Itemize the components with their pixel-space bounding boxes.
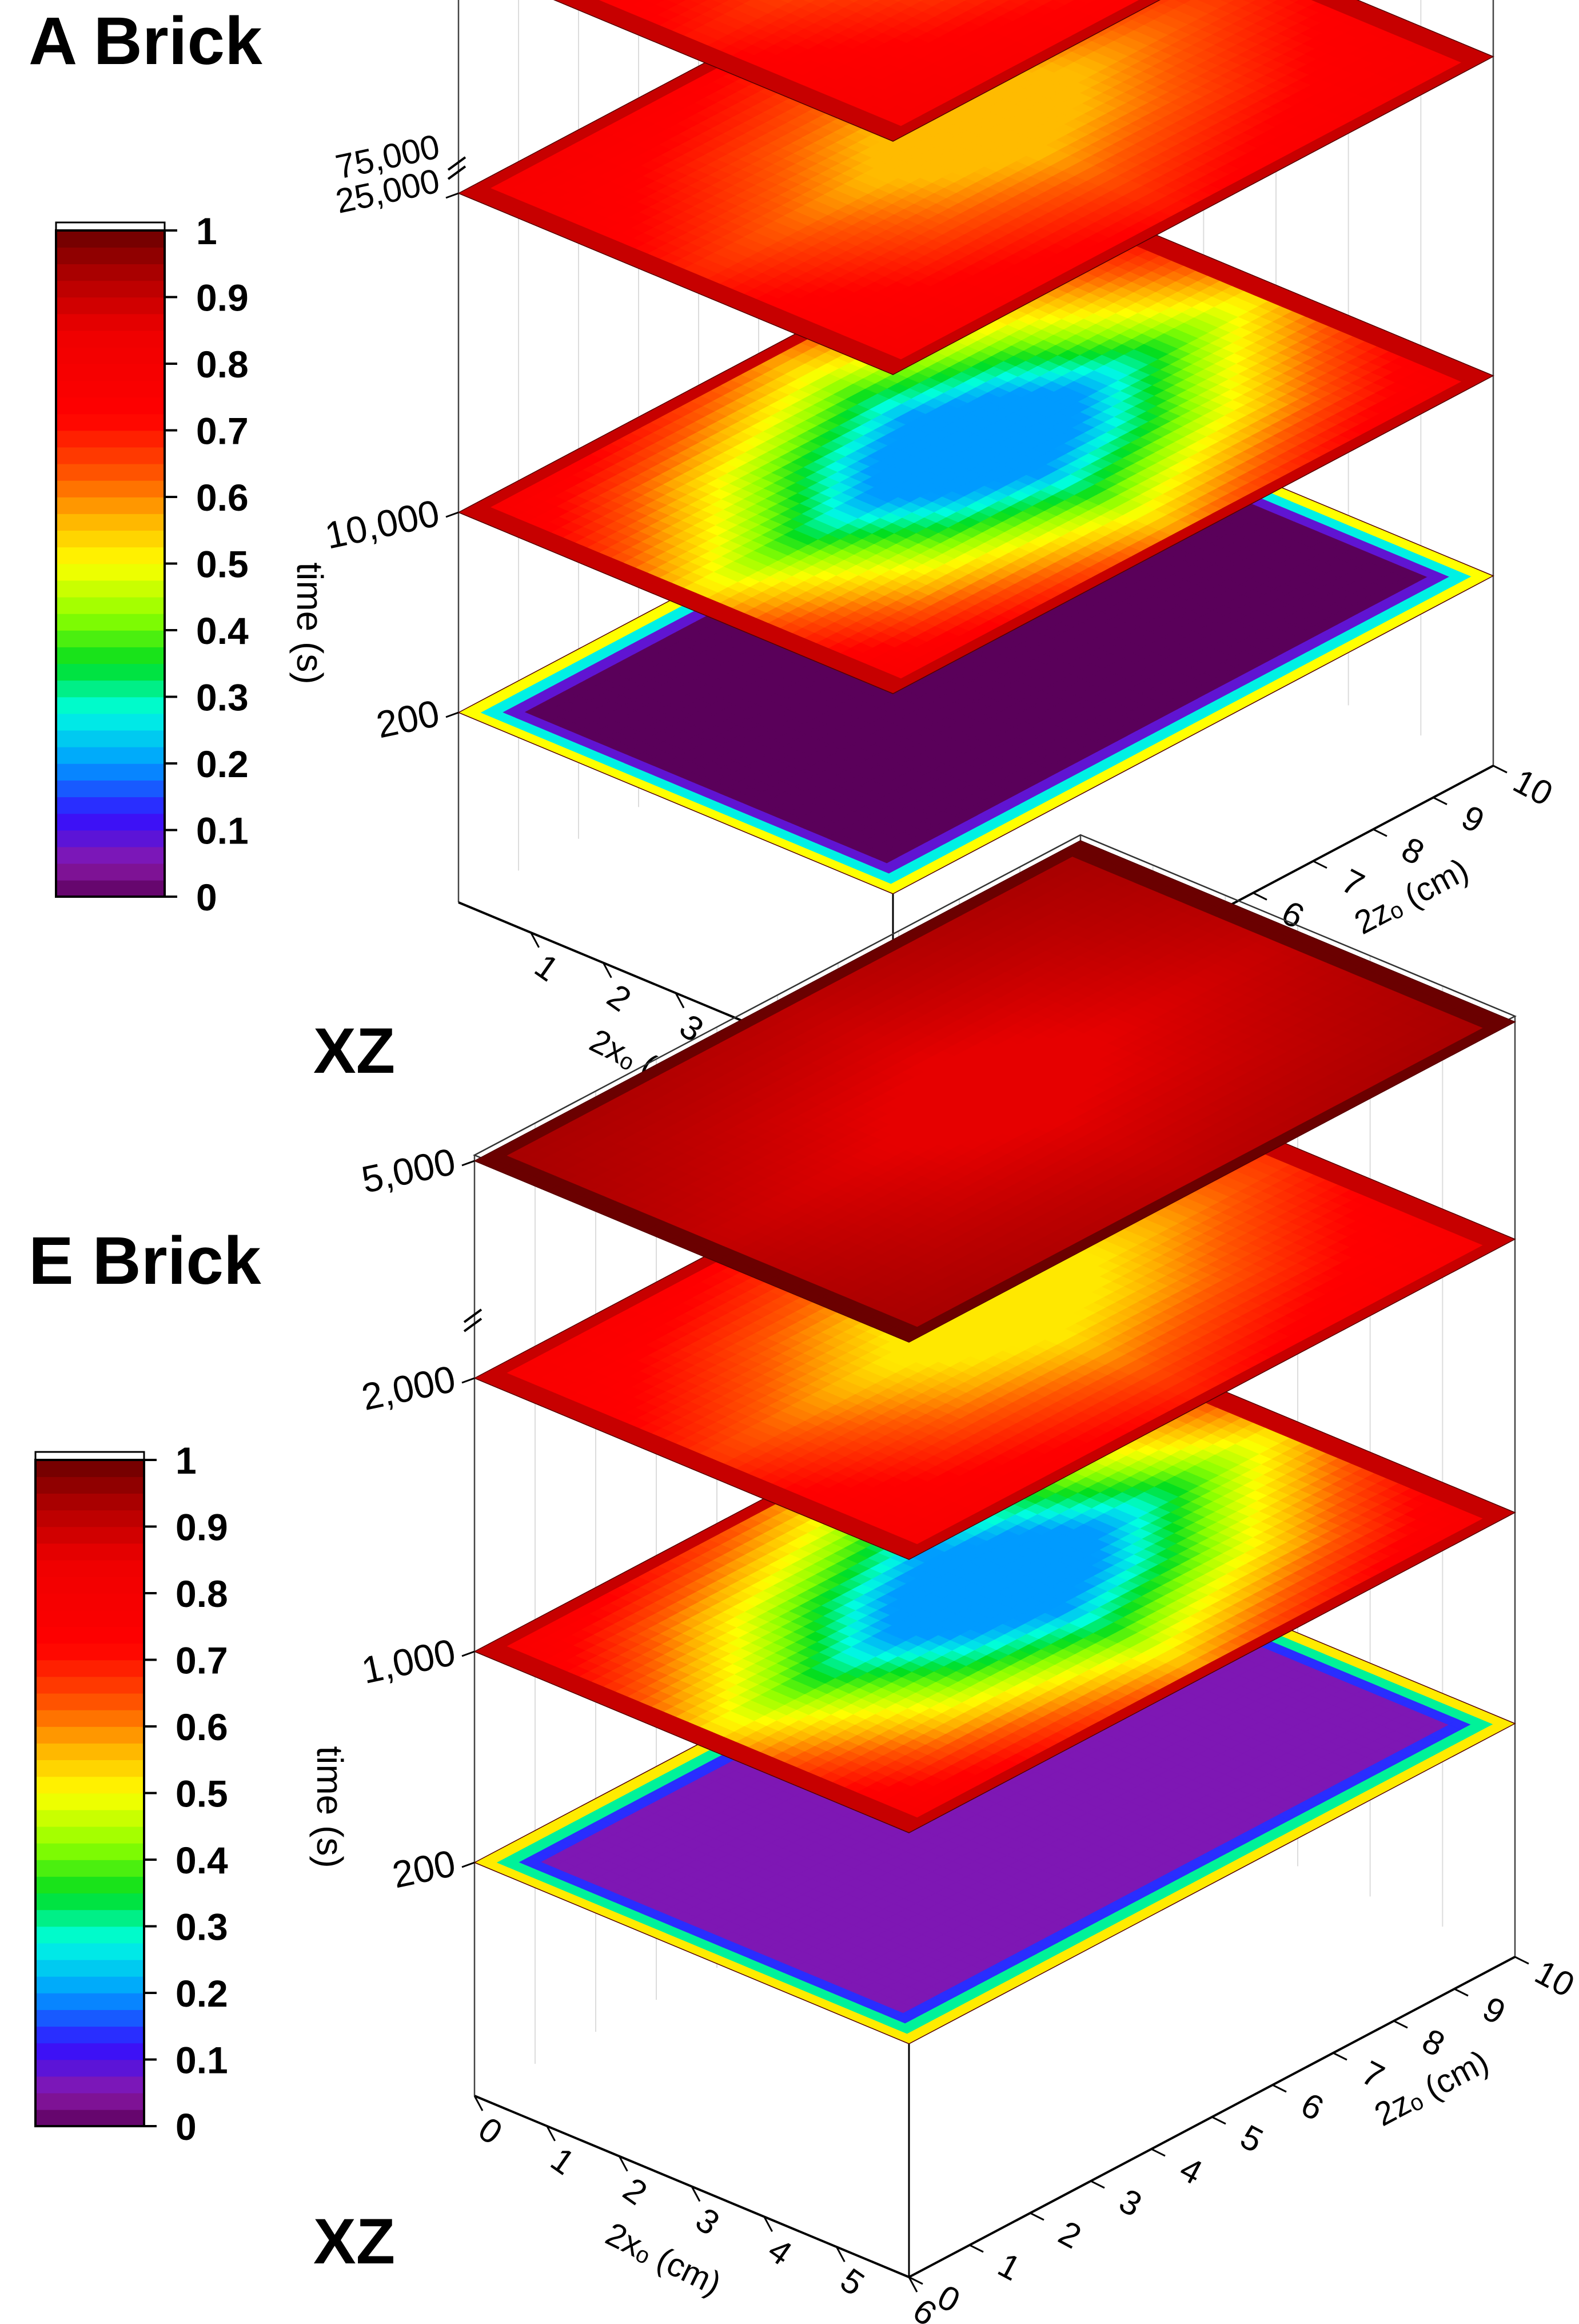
colorbar-tick-label: 0 — [196, 876, 217, 918]
colorbar-segment — [56, 447, 165, 464]
colorbar-segment — [56, 730, 165, 747]
colorbar-segment — [56, 846, 165, 864]
colorbar: 0 0.1 0.2 0.3 0.4 0.5 0.6 0.7 0.8 0.9 1 — [55, 210, 249, 918]
colorbar-segment — [56, 863, 165, 881]
colorbar-segment — [56, 313, 165, 331]
z-tick-label: 10,000 — [321, 491, 443, 556]
panel-title: A Brick — [29, 3, 262, 79]
colorbar-segment — [56, 364, 165, 381]
colorbar-segment — [56, 347, 165, 364]
colorbar-segment — [56, 530, 165, 548]
panel-a-brick: A Brick XZ 0 0.1 0.2 0.3 0.4 0.5 0.6 0.7 0.8 0.9 1 20… — [29, 0, 1559, 1140]
colorbar-tick-label: 0.7 — [196, 410, 249, 452]
colorbar-segment — [56, 596, 165, 614]
colorbar-segment — [56, 280, 165, 298]
colorbar-segment — [56, 630, 165, 647]
colorbar-tick-label: 0.9 — [196, 277, 249, 319]
colorbar-segment — [56, 547, 165, 564]
colorbar-segment — [56, 813, 165, 831]
colorbar-tick-label: 0.4 — [196, 610, 249, 652]
colorbar-segment — [56, 514, 165, 531]
colorbar-segment — [56, 697, 165, 714]
colorbar-segment — [56, 647, 165, 664]
colorbar-segment — [56, 780, 165, 798]
colorbar-segment — [56, 380, 165, 398]
z-tick — [445, 511, 459, 518]
colorbar-segment — [56, 397, 165, 415]
colorbar-segment — [56, 247, 165, 265]
colorbar-tick-label: 0.5 — [196, 543, 249, 586]
colorbar-tick-label: 0.8 — [196, 343, 249, 385]
colorbar-tick-label: 1 — [196, 210, 217, 252]
colorbar-segment — [56, 413, 165, 431]
colorbar-segment — [56, 746, 165, 764]
colorbar-tick-label: 0.6 — [196, 476, 249, 519]
colorbar-segment — [56, 830, 165, 847]
z-tick-label: 200 — [373, 691, 443, 746]
colorbar-segment — [56, 680, 165, 698]
colorbar-segment — [56, 330, 165, 348]
colorbar-segment — [56, 763, 165, 781]
colorbar-segment — [56, 663, 165, 681]
colorbar-segment — [56, 880, 165, 897]
colorbar-tick-label: 0.2 — [196, 743, 249, 785]
colorbar-cap — [55, 221, 166, 232]
colorbar-segment — [56, 713, 165, 731]
colorbar-segment — [56, 264, 165, 281]
colorbar-segment — [56, 297, 165, 315]
colorbar-segment — [56, 797, 165, 814]
colorbar-segment — [56, 230, 165, 248]
colorbar-segment — [56, 463, 165, 481]
colorbar-segment — [56, 497, 165, 514]
z-tick — [445, 711, 459, 718]
colorbar-segment — [56, 480, 165, 498]
colorbar-segment — [56, 613, 165, 631]
colorbar-segment — [56, 430, 165, 448]
colorbar-segment — [56, 563, 165, 581]
view-label: XZ — [313, 1015, 395, 1087]
colorbar-tick-label: 0.3 — [196, 676, 249, 719]
colorbar-segment — [56, 580, 165, 598]
colorbar-tick-label: 0.1 — [196, 810, 249, 852]
